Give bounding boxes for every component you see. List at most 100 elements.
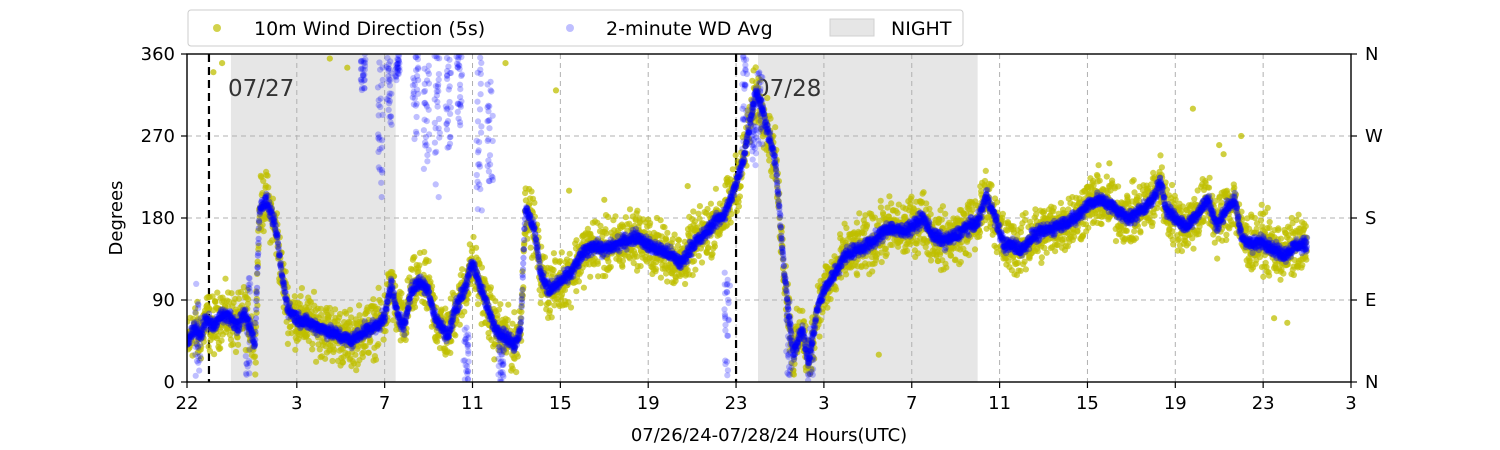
wd5s-point: [833, 286, 840, 293]
wd5s-point: [259, 221, 266, 229]
wd5s-point: [1275, 225, 1282, 232]
wd5s-point: [384, 317, 391, 324]
wd5s-point: [602, 273, 609, 280]
wd5s-point: [459, 266, 466, 273]
wd5s-point: [248, 313, 255, 320]
wd5s-point: [405, 313, 412, 320]
legend-label-night: NIGHT: [891, 18, 952, 40]
wd5s-point: [682, 280, 689, 288]
wd5s-point: [273, 210, 280, 217]
legend-marker-wd5s: [213, 24, 221, 32]
wd5s-point: [1098, 221, 1105, 228]
wd5s-point: [344, 64, 351, 71]
wd5s-point: [198, 343, 205, 350]
wd5s-point: [1151, 212, 1158, 219]
wd5s-point: [494, 312, 501, 319]
wd5s-point: [244, 300, 251, 307]
wd5s-point: [903, 247, 911, 254]
wd5s-point: [192, 310, 199, 317]
wd5s-point: [356, 312, 363, 319]
wd5s-point: [908, 193, 915, 200]
wd5s-point: [425, 258, 432, 265]
wd5s-point: [232, 348, 240, 356]
wd5s-point: [326, 320, 333, 328]
wd5s-point: [473, 244, 480, 251]
wd5s-point: [1178, 248, 1185, 255]
wd5s-point: [1071, 233, 1078, 240]
wd5s-point: [1106, 160, 1113, 167]
wd5s-point: [1131, 228, 1138, 235]
wd5s-point: [664, 229, 671, 236]
wd5s-point: [692, 266, 699, 273]
wd5s-point: [329, 357, 336, 365]
wd5s-point: [377, 299, 385, 306]
wd2m-point: [254, 284, 261, 291]
wd5s-point: [310, 288, 318, 295]
wd5s-point: [343, 310, 350, 317]
wd5s-point: [375, 341, 382, 348]
wd5s-point: [709, 250, 716, 257]
wd2m-point: [286, 300, 293, 307]
wd5s-point: [657, 274, 665, 281]
wd5s-point: [214, 332, 221, 340]
wd5s-point: [580, 284, 588, 291]
wd5s-point: [332, 306, 339, 313]
wd5s-point: [274, 228, 281, 235]
wd5s-point: [695, 252, 702, 259]
wd2m-point: [282, 289, 289, 296]
wd5s-point: [1302, 223, 1309, 230]
wd2m-point: [256, 219, 263, 226]
wd5s-point: [251, 353, 259, 360]
wd5s-point: [875, 351, 882, 358]
wd5s-point: [971, 246, 979, 253]
wd5s-point: [548, 314, 555, 321]
wd5s-point: [647, 220, 654, 227]
wd5s-point: [537, 300, 544, 307]
wd5s-point: [558, 249, 565, 256]
wd5s-point: [274, 221, 281, 228]
wd5s-point: [253, 288, 260, 295]
wd5s-point: [698, 259, 706, 266]
wd5s-point: [853, 219, 861, 226]
wd5s-point: [242, 313, 249, 320]
wd5s-point: [470, 233, 477, 241]
wd5s-point: [382, 328, 389, 335]
wd5s-point: [1303, 256, 1310, 263]
wd5s-point: [421, 248, 428, 256]
wd5s-point: [1238, 132, 1245, 140]
wd5s-point: [1038, 254, 1045, 261]
wd5s-point: [799, 307, 806, 314]
wd2m-point: [295, 309, 302, 316]
wd5s-point: [727, 219, 734, 226]
wd5s-point: [637, 263, 644, 270]
wd5s-point: [863, 221, 871, 228]
wd5s-point: [467, 280, 474, 288]
wd5s-point: [280, 260, 287, 267]
wd5s-point: [452, 332, 459, 339]
wd5s-point: [431, 294, 438, 301]
wd5s-point: [1175, 236, 1183, 243]
wd5s-point: [192, 305, 199, 312]
wd5s-point: [1137, 229, 1144, 236]
wd5s-point: [228, 290, 235, 297]
wd2m-point: [253, 297, 260, 305]
wd2m-point: [252, 336, 259, 343]
wd2m-point: [281, 279, 288, 286]
wd5s-point: [309, 340, 316, 347]
wd5s-point: [251, 342, 258, 349]
wd5s-point: [214, 289, 221, 296]
wd5s-point: [337, 310, 344, 318]
legend-label-wd5s: 10m Wind Direction (5s): [254, 18, 485, 40]
wd5s-point: [1266, 272, 1273, 279]
wd5s-point: [573, 288, 580, 295]
wd5s-point: [365, 349, 372, 356]
wd2m-point: [253, 306, 260, 313]
wd5s-point: [415, 268, 422, 275]
wd5s-point: [322, 355, 329, 362]
wd5s-point: [575, 278, 583, 285]
wd5s-point: [478, 264, 485, 271]
wd5s-point: [565, 299, 572, 306]
wd5s-point: [278, 249, 285, 256]
wd5s-point: [370, 296, 377, 303]
